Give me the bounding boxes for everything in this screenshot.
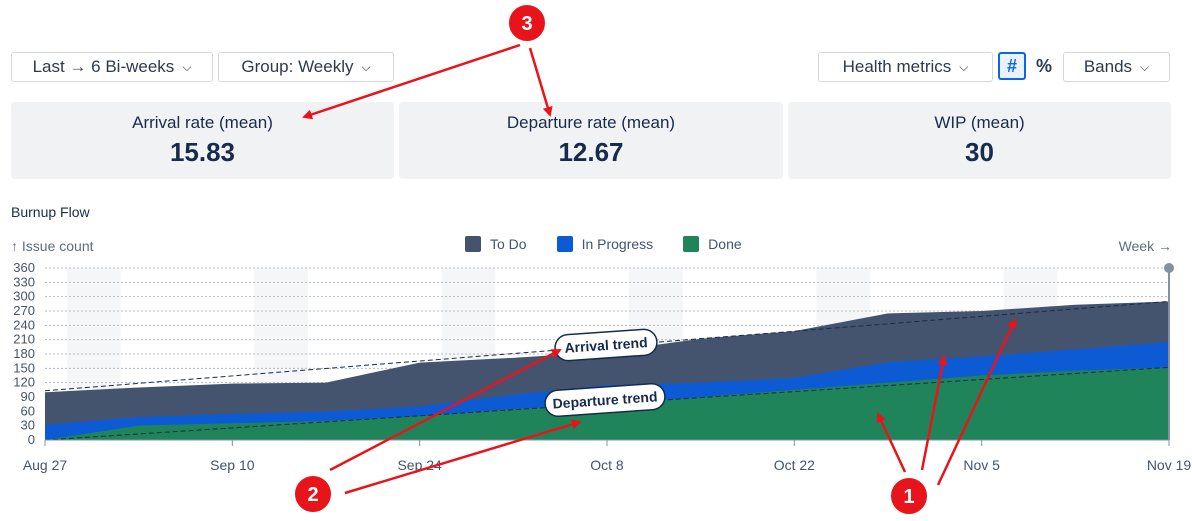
annotation-arrow [920, 355, 948, 471]
y-tick-label: 90 [21, 389, 35, 404]
annotation-badge-3-circle [507, 3, 547, 43]
annotation-arrow [876, 412, 907, 473]
percent-toggle-button[interactable]: % [1030, 52, 1058, 80]
y-axis-label: ↑ Issue count [11, 238, 94, 254]
wip-card: WIP (mean) 30 [788, 102, 1171, 179]
count-toggle-button[interactable]: # [998, 52, 1026, 80]
arrival-trend-label-text: Arrival trend [564, 334, 648, 356]
y-tick-label: 210 [13, 332, 35, 347]
x-tick-label: Sep 24 [397, 457, 442, 473]
annotation-badge-3-text: 3 [521, 13, 532, 35]
chevron-down-icon: ⌵ [361, 59, 371, 74]
chevron-down-icon: ⌵ [959, 59, 969, 74]
bands-dropdown[interactable]: Bands ⌵ [1063, 52, 1170, 82]
annotation-arrow [528, 47, 553, 117]
annotation-arrow [302, 43, 521, 120]
departure-trend-label-bg [544, 382, 666, 418]
arrival-rate-card: Arrival rate (mean) 15.83 [11, 102, 394, 179]
range-dropdown[interactable]: Last → 6 Bi-weeks ⌵ [11, 52, 213, 82]
y-tick-label: 300 [13, 289, 35, 304]
y-tick-label: 360 [13, 260, 35, 275]
y-tick-label: 270 [13, 303, 35, 318]
annotation-arrow [936, 318, 1017, 486]
x-tick-label: Nov 5 [963, 457, 1000, 473]
x-tick-label: Sep 10 [210, 457, 255, 473]
legend-item-done[interactable]: Done [683, 236, 742, 252]
legend-label-todo: To Do [490, 236, 527, 252]
hash-icon: # [1006, 55, 1017, 76]
group-dropdown-label: Group: Weekly [241, 57, 354, 76]
y-tick-label: 0 [28, 432, 35, 447]
annotation-arrow [329, 348, 562, 472]
y-tick-label: 240 [13, 317, 35, 332]
chevron-down-icon: ⌵ [182, 59, 192, 74]
wip-label: WIP (mean) [934, 113, 1025, 132]
annotation-badge-2-text: 2 [307, 484, 318, 506]
arrival-trend-label: Arrival trend [554, 328, 658, 362]
legend-item-in-progress[interactable]: In Progress [556, 236, 654, 252]
legend-label-in-progress: In Progress [581, 236, 654, 252]
departure-rate-value: 12.67 [558, 137, 624, 167]
y-tick-label: 120 [13, 375, 35, 390]
legend-label-done: Done [708, 236, 742, 252]
x-tick-label: Aug 27 [23, 457, 68, 473]
health-metrics-label: Health metrics [842, 57, 952, 76]
legend-swatch [465, 236, 481, 252]
annotation-badge-1-circle [889, 476, 929, 516]
departure-rate-label: Departure rate (mean) [506, 113, 676, 132]
departure-trend-label: Departure trend [544, 382, 666, 418]
health-metrics-dropdown[interactable]: Health metrics ⌵ [818, 52, 993, 82]
legend-swatch [556, 236, 573, 252]
x-axis-label: Week → [1118, 238, 1172, 254]
group-dropdown[interactable]: Group: Weekly ⌵ [218, 52, 394, 82]
y-tick-label: 60 [21, 403, 35, 418]
wip-value: 30 [965, 137, 994, 167]
legend-item-todo[interactable]: To Do [465, 236, 527, 252]
y-tick-label: 30 [21, 418, 35, 433]
annotation-badge-1-text: 1 [903, 486, 914, 508]
y-tick-label: 180 [13, 346, 35, 361]
legend-swatch [683, 236, 700, 252]
arrival-trend-label-bg [554, 328, 658, 362]
x-tick-label: Oct 8 [590, 457, 624, 473]
section-title: Burnup Flow [11, 204, 90, 220]
percent-icon: % [1035, 55, 1052, 76]
arrival-rate-label: Arrival rate (mean) [132, 113, 273, 132]
arrival-rate-value: 15.83 [169, 137, 236, 167]
y-tick-label: 330 [13, 274, 35, 289]
x-tick-label: Oct 22 [774, 457, 815, 473]
annotation-arrow [344, 419, 582, 495]
chevron-down-icon: ⌵ [1140, 59, 1150, 74]
annotation-badge-2-circle [293, 474, 333, 514]
x-tick-label: Nov 19 [1147, 457, 1192, 473]
cursor-handle [1164, 263, 1174, 273]
chart-legend: To Do In Progress Done [465, 236, 742, 252]
y-tick-label: 150 [13, 360, 35, 375]
departure-trend-label-text: Departure trend [552, 388, 658, 411]
bands-dropdown-label: Bands [1083, 57, 1133, 76]
range-dropdown-label: Last → 6 Bi-weeks [32, 57, 175, 76]
departure-rate-card: Departure rate (mean) 12.67 [399, 102, 783, 179]
